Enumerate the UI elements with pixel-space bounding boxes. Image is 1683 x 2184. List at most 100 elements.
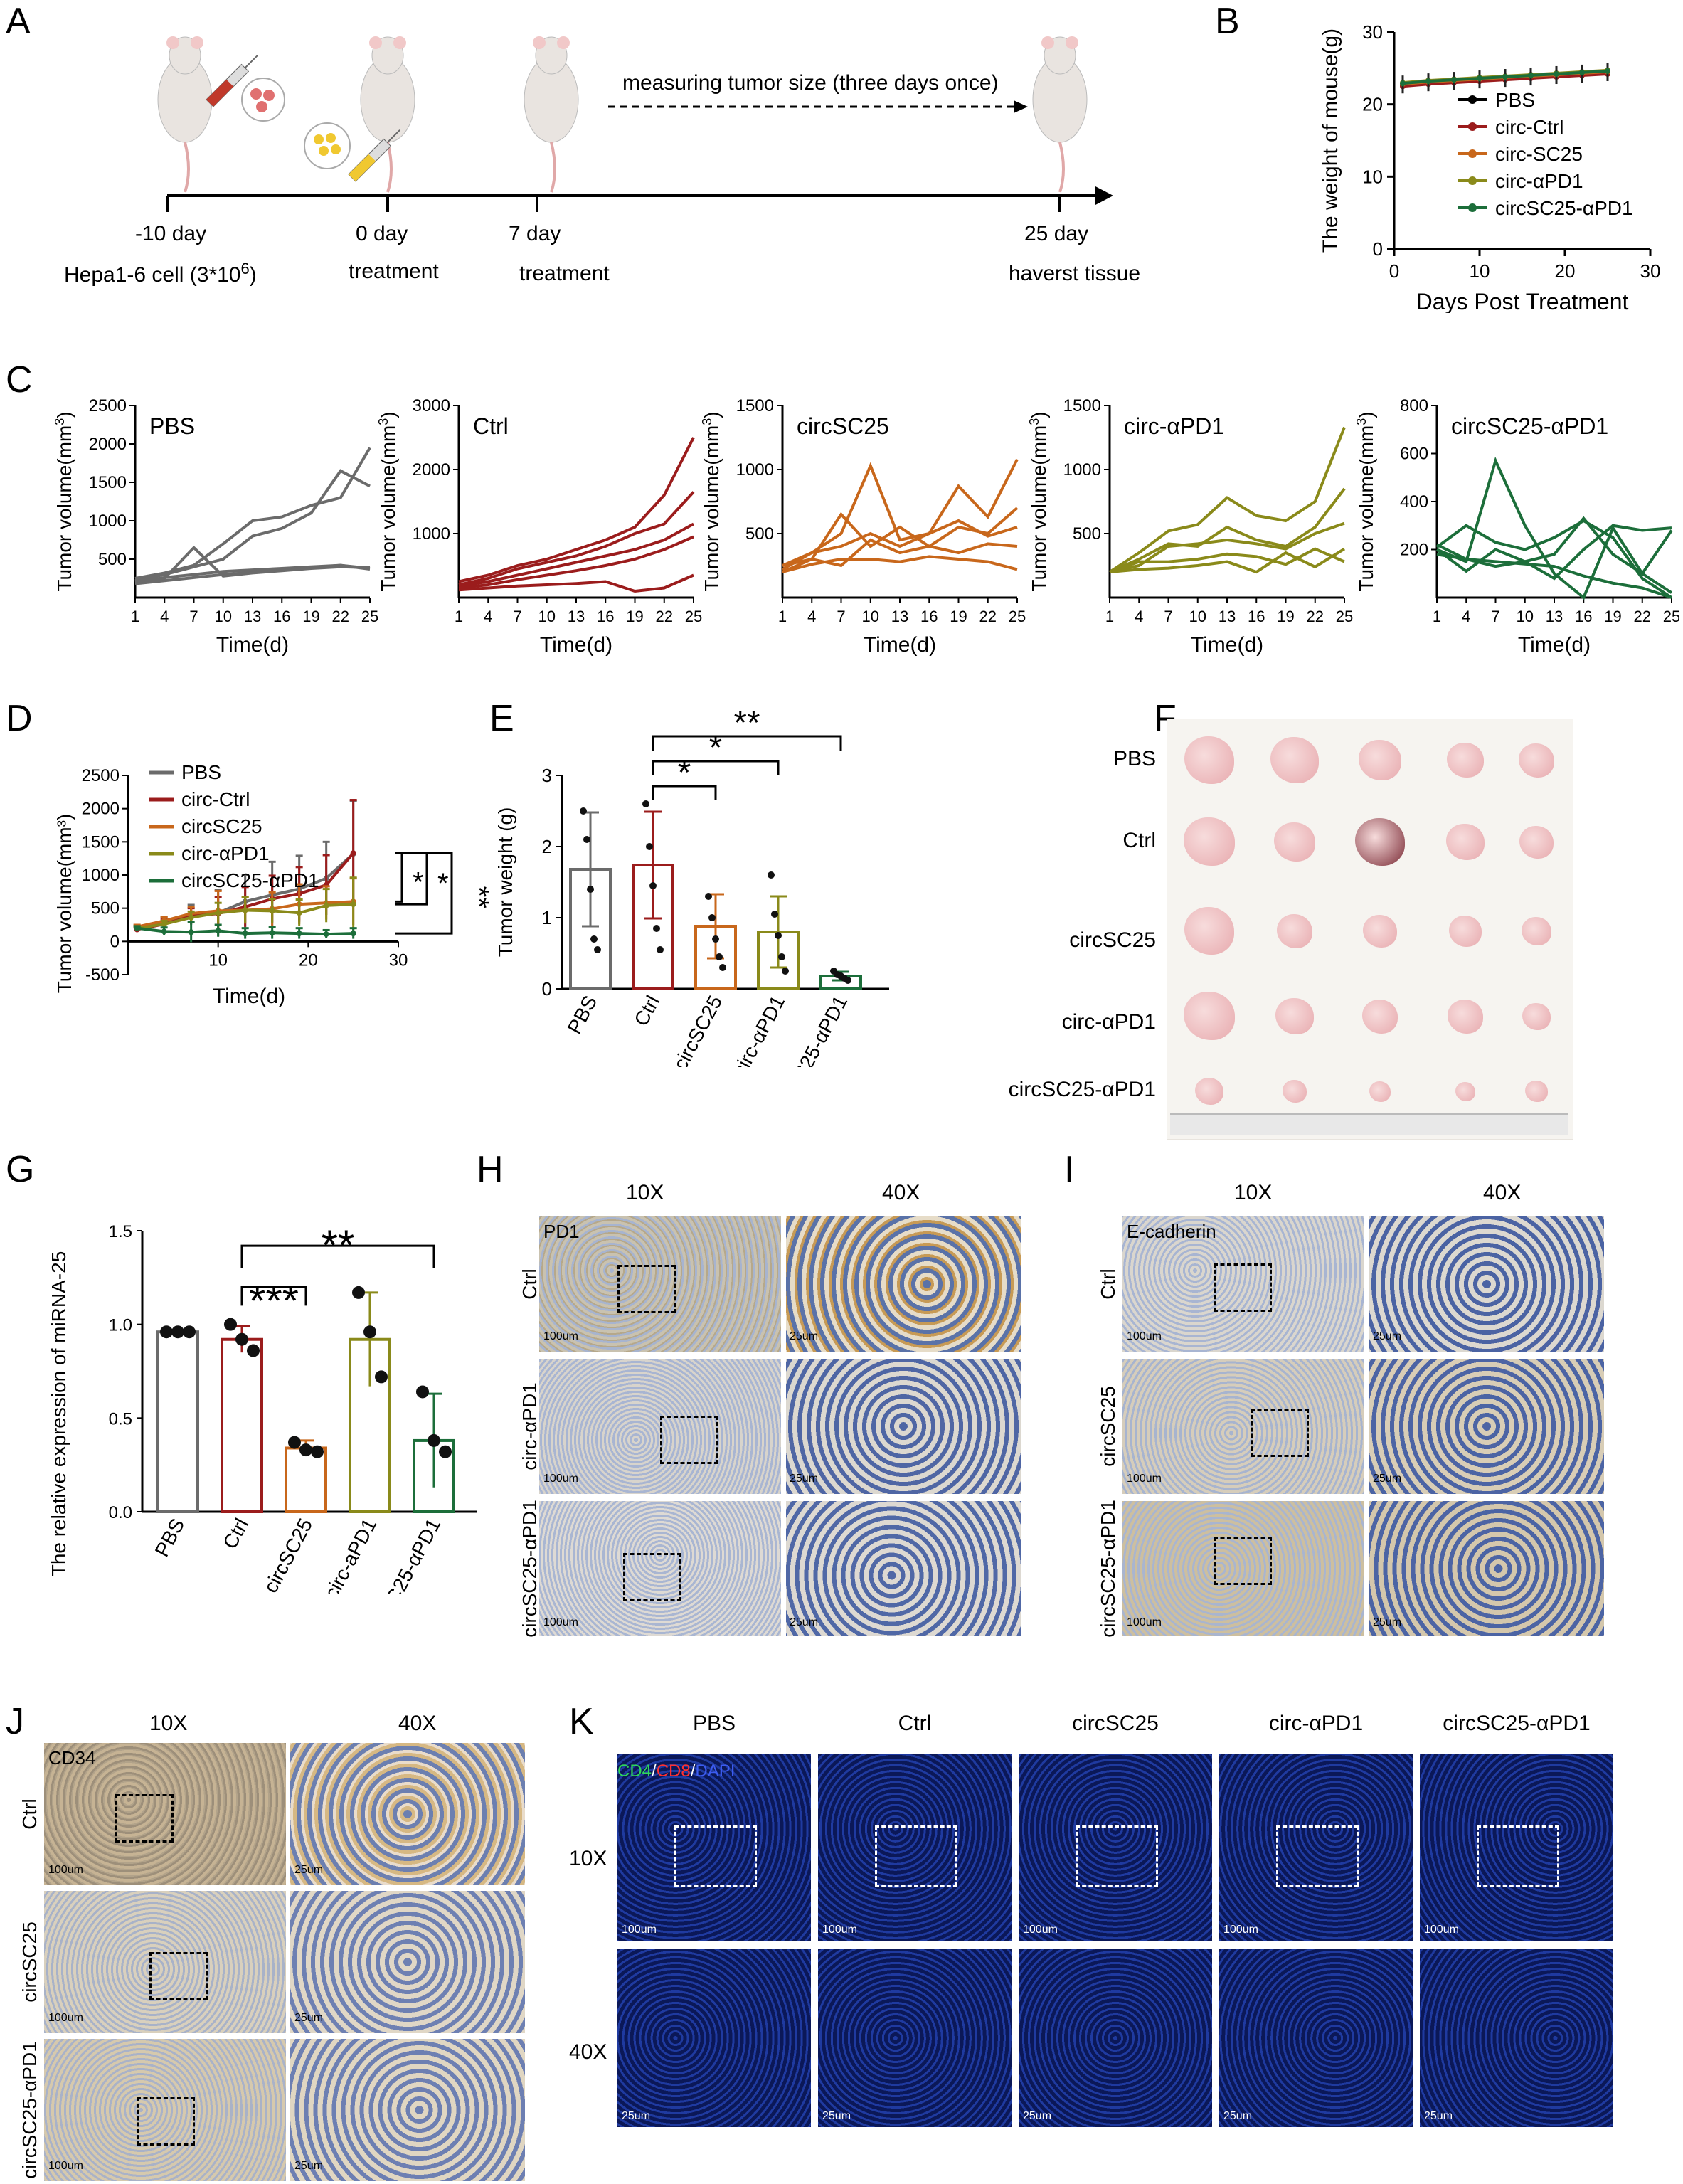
x-tick-label: 19 xyxy=(302,608,319,625)
ihc-image xyxy=(1369,1501,1604,1636)
ihc-image xyxy=(1122,1501,1364,1636)
scale-label: 25um xyxy=(1023,2110,1052,2122)
x-axis-title: Time(d) xyxy=(213,985,285,1008)
significance-star: ** xyxy=(463,886,494,908)
x-tick-label: 4 xyxy=(1135,608,1143,625)
row-label: 10X xyxy=(569,1847,607,1870)
tumor-specimen xyxy=(1448,1000,1483,1034)
data-point xyxy=(1528,73,1534,78)
scale-label: 25um xyxy=(1373,1616,1402,1628)
series-line xyxy=(458,573,694,593)
x-tick-label: 16 xyxy=(1248,608,1265,625)
legend-label: circSC25-αPD1 xyxy=(1495,197,1633,219)
y-tick-label: 0 xyxy=(1373,238,1383,260)
if-image xyxy=(617,1754,811,1941)
data-point xyxy=(134,925,140,931)
panel-label-b: B xyxy=(1215,1,1240,42)
x-tick-label: 1 xyxy=(1433,608,1441,625)
data-point xyxy=(782,968,789,975)
x-tick-label: PBS xyxy=(563,992,602,1037)
scale-label: 100um xyxy=(543,1330,578,1342)
hepa-cell-text: Hepa1-6 cell (3*10 xyxy=(64,263,241,287)
x-tick-label: 20 xyxy=(299,950,318,970)
measure-arrowhead xyxy=(1014,100,1028,113)
data-point xyxy=(1425,78,1431,85)
y-tick-label: 0 xyxy=(110,932,120,951)
timepoint-day: 25 day xyxy=(1024,222,1089,245)
zoom-box xyxy=(149,1952,208,2000)
chart-title: circ-αPD1 xyxy=(1124,413,1224,439)
scale-label: 25um xyxy=(294,2160,324,2172)
x-tick-label: 30 xyxy=(389,950,408,970)
data-point xyxy=(375,1370,388,1384)
x-axis-title: Time(d) xyxy=(864,633,936,657)
series-line xyxy=(782,538,1018,573)
panel-label-a: A xyxy=(6,1,31,42)
tumor-specimen xyxy=(1522,1003,1551,1030)
data-point xyxy=(350,931,356,937)
y-tick-label: 500 xyxy=(1073,524,1101,544)
x-tick-label: 19 xyxy=(1277,608,1294,625)
if-image xyxy=(1420,1949,1613,2127)
x-tick-label: 7 xyxy=(513,608,521,625)
x-tick-label: 16 xyxy=(273,608,290,625)
timepoint-day: -10 day xyxy=(135,222,207,245)
tumor-specimen xyxy=(1277,914,1312,948)
data-point xyxy=(778,953,785,960)
x-axis-title: Days Post Treatment xyxy=(1416,289,1629,313)
ihc-image xyxy=(539,1216,781,1352)
x-tick-label: 0 xyxy=(1389,260,1399,282)
x-tick-label: 10 xyxy=(1470,260,1490,282)
marker-label: E-cadherin xyxy=(1127,1221,1216,1242)
legend-label: PBS xyxy=(1495,89,1535,111)
col-label-10x: 10X xyxy=(149,1712,188,1735)
data-point xyxy=(296,910,302,916)
data-point xyxy=(269,908,275,914)
legend-marker xyxy=(1468,95,1477,104)
series-line xyxy=(134,469,371,583)
x-tick-label: 13 xyxy=(1219,608,1236,625)
tumor-specimen xyxy=(1195,1078,1223,1105)
measure-arrow-text: measuring tumor size (three days once) xyxy=(622,71,999,95)
if-image xyxy=(1019,1949,1212,2127)
zoom-box xyxy=(115,1794,174,1843)
tumor-specimen xyxy=(1363,915,1397,948)
zoom-box xyxy=(674,1825,757,1887)
y-tick-label: 3 xyxy=(542,765,552,786)
zoom-box xyxy=(875,1825,957,1887)
stain-cd4: CD4 xyxy=(617,1761,652,1781)
data-point xyxy=(188,929,194,935)
series-line xyxy=(134,545,371,583)
series-line xyxy=(458,437,695,583)
ihc-image xyxy=(786,1216,1021,1352)
ihc-image xyxy=(1369,1359,1604,1494)
panel-label-e: E xyxy=(489,698,514,739)
series-line xyxy=(1109,487,1346,573)
chart-title: Ctrl xyxy=(473,413,509,439)
y-tick-label: 1.0 xyxy=(109,1316,132,1335)
x-tick-label: circ-aPD1 xyxy=(320,1515,381,1594)
significance-star: * xyxy=(437,868,449,899)
data-point xyxy=(1502,74,1508,80)
y-axis-title-close: ) xyxy=(53,411,75,418)
row-label: Ctrl xyxy=(18,1798,41,1830)
if-image xyxy=(818,1754,1012,1941)
x-tick-label: 7 xyxy=(1164,608,1172,625)
zoom-box xyxy=(617,1265,676,1313)
y-tick-label: 0.5 xyxy=(109,1409,132,1428)
series-line xyxy=(134,447,371,580)
x-tick-label: 22 xyxy=(656,608,673,625)
row-label: Ctrl xyxy=(519,1268,541,1300)
data-point xyxy=(1400,80,1406,87)
panel-label-c: C xyxy=(6,359,33,401)
x-tick-label: 13 xyxy=(891,608,908,625)
data-point xyxy=(594,946,601,953)
data-point xyxy=(1451,77,1457,83)
bar xyxy=(221,1337,263,1513)
panel-b-chart: 0 10 20 30 0 10 20 30 Days Post Treatment The wei… xyxy=(1319,21,1660,313)
data-point xyxy=(1554,70,1559,77)
x-tick-label: 22 xyxy=(332,608,349,625)
tumor-specimen xyxy=(1362,1000,1398,1034)
y-tick-label: 500 xyxy=(98,550,127,569)
scale-label: 25um xyxy=(1373,1330,1402,1342)
